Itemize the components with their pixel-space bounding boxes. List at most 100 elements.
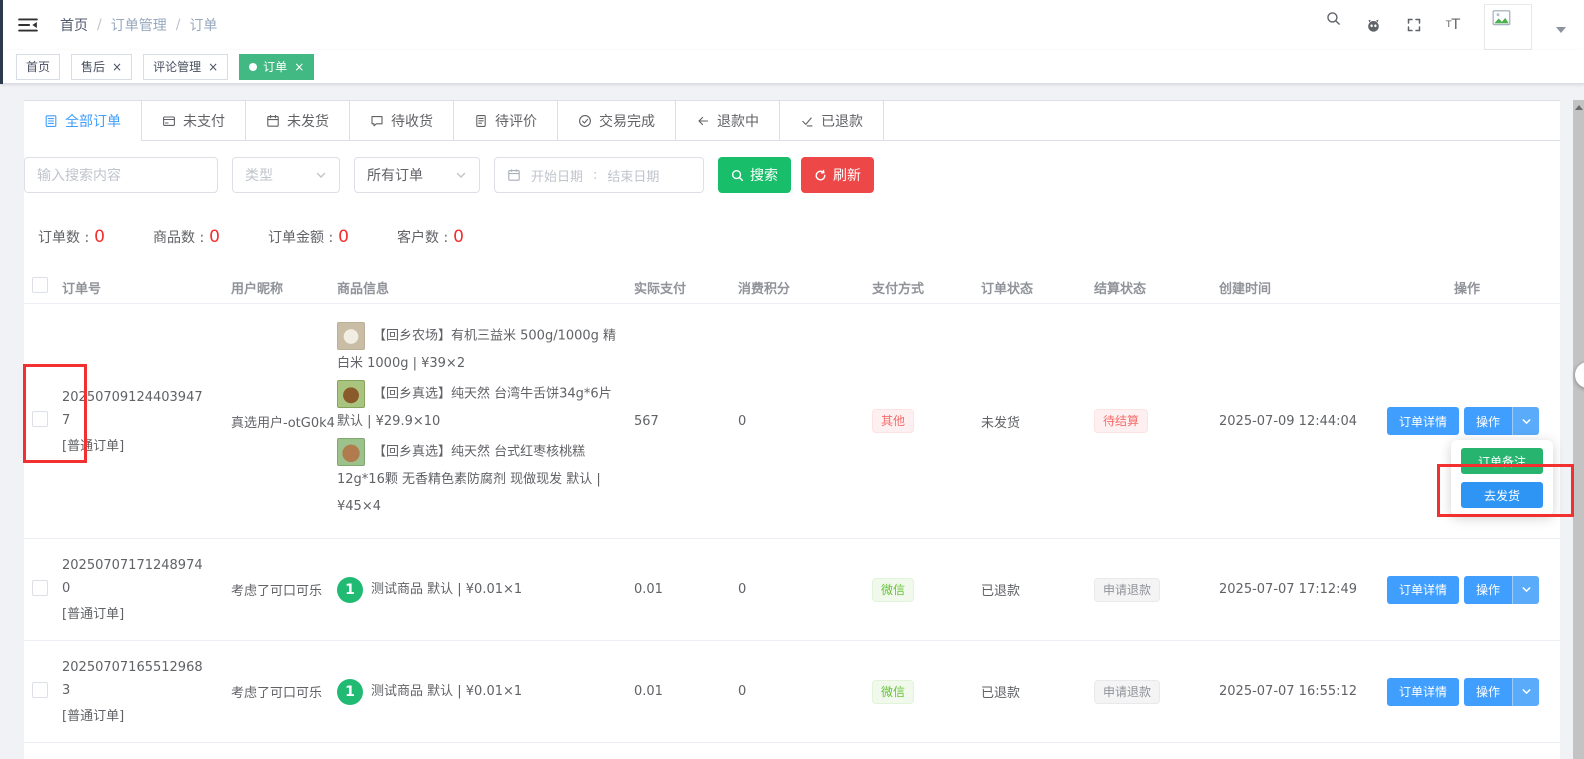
- order-tab-label: 未发货: [287, 113, 329, 130]
- close-icon[interactable]: ×: [208, 59, 219, 74]
- date-range-picker[interactable]: 开始日期 : 结束日期: [494, 157, 704, 193]
- search-icon[interactable]: [1326, 11, 1341, 26]
- table-row-partial: 20250707160840670: [24, 743, 1560, 759]
- breadcrumb-section[interactable]: 订单管理: [110, 18, 167, 34]
- caret-down-icon[interactable]: [1556, 27, 1566, 33]
- product-thumbnail: [337, 438, 365, 466]
- user-nickname: 考虑了可口可乐: [231, 584, 323, 599]
- scrollbar[interactable]: [1573, 100, 1584, 759]
- tag-chip-3[interactable]: 订单 ×: [239, 53, 315, 80]
- row-checkbox-cell: [24, 681, 62, 702]
- search-button[interactable]: 搜索: [718, 157, 791, 193]
- order-tab-5[interactable]: 交易完成: [558, 101, 676, 140]
- chevron-down-icon: [1522, 418, 1530, 424]
- order-tab-7[interactable]: 已退款: [780, 101, 884, 140]
- chat-icon: [370, 114, 384, 128]
- order-tab-label: 未支付: [183, 113, 225, 130]
- date-end-placeholder: 结束日期: [607, 169, 660, 185]
- row-checkbox-cell: [24, 755, 62, 759]
- order-no-cell: 20250707160840670: [62, 755, 231, 759]
- select-all-checkbox[interactable]: [32, 277, 48, 293]
- search-placeholder: 输入搜索内容: [37, 168, 121, 184]
- refresh-button[interactable]: 刷新: [801, 157, 874, 193]
- action-button[interactable]: 操作: [1463, 677, 1512, 706]
- product-thumbnail: [337, 322, 365, 350]
- close-icon[interactable]: ×: [294, 59, 305, 74]
- order-status: 已退款: [981, 686, 1021, 701]
- order-card: 全部订单 未支付 未发货 待收货 待评价 交易完成 退款中 已退款 输入搜索内容 类型 所有订…: [24, 100, 1560, 759]
- order-tab-label: 交易完成: [599, 113, 655, 130]
- row-checkbox[interactable]: [32, 681, 48, 698]
- action-dropdown-toggle[interactable]: [1512, 407, 1539, 435]
- actual-paid: 0.01: [634, 582, 663, 597]
- avatar[interactable]: [1484, 3, 1532, 50]
- breadcrumb-home[interactable]: 首页: [60, 18, 88, 34]
- product-item: 【回乡真选】纯天然 台式红枣核桃糕 12g*16颗 无香精色素防腐剂 现做现发 …: [337, 438, 628, 520]
- created-time: 2025-07-07 17:12:49: [1219, 582, 1358, 597]
- hamburger-icon[interactable]: [18, 17, 38, 33]
- order-tab-4[interactable]: 待评价: [454, 101, 558, 140]
- date-separator: :: [593, 167, 598, 183]
- stat-label: 订单数 :: [38, 230, 90, 246]
- table-row: 202507071712489740 [普通订单] 考虑了可口可乐 1 测试商品 …: [24, 539, 1560, 641]
- order-scope-select[interactable]: 所有订单: [354, 157, 480, 193]
- tag-chip-0[interactable]: 首页: [16, 53, 61, 80]
- order-no-cell: 202507071655129683 [普通订单]: [62, 656, 231, 727]
- product-thumbnail: 1: [337, 576, 363, 603]
- order-no-cell: 202507091244039477 [普通订单]: [62, 386, 231, 457]
- order-tab-3[interactable]: 待收货: [350, 101, 454, 140]
- pay-method-badge: 微信: [872, 679, 915, 704]
- type-select[interactable]: 类型: [232, 157, 340, 193]
- action-split-button: 操作: [1463, 575, 1539, 604]
- order-number: 202507091244039477: [62, 389, 203, 428]
- scrollbar-up-arrow-icon[interactable]: [1574, 105, 1583, 110]
- action-dropdown-toggle[interactable]: [1512, 575, 1539, 604]
- scrollbar-thumb[interactable]: [1575, 362, 1584, 388]
- stat-value: 0: [338, 227, 349, 247]
- order-remark-button[interactable]: 订单备注: [1461, 448, 1543, 474]
- consume-points: 0: [738, 684, 747, 699]
- order-number: 202507071712489740: [62, 558, 203, 596]
- action-button[interactable]: 操作: [1463, 407, 1512, 435]
- row-checkbox[interactable]: [32, 411, 48, 427]
- refresh-icon: [815, 169, 826, 180]
- stat-item-2: 订单金额 :0: [268, 227, 349, 247]
- user-nickname: 考虑了可口可乐: [231, 686, 323, 701]
- column-header-6: 订单状态: [981, 281, 1034, 297]
- row-checkbox[interactable]: [32, 579, 48, 596]
- chevron-down-icon: [1522, 587, 1530, 593]
- search-button-label: 搜索: [750, 168, 778, 184]
- action-cell: 订单详情 操作: [1369, 575, 1560, 604]
- order-tab-0[interactable]: 全部订单: [24, 101, 142, 141]
- go-ship-button[interactable]: 去发货: [1461, 482, 1543, 508]
- close-icon[interactable]: ×: [112, 59, 123, 74]
- settle-status-badge: 待结算: [1094, 409, 1149, 433]
- action-dropdown: 订单备注 去发货: [1451, 440, 1553, 516]
- calendar-icon: [508, 169, 520, 181]
- order-tab-2[interactable]: 未发货: [246, 101, 350, 140]
- action-dropdown-toggle[interactable]: [1512, 677, 1539, 706]
- action-button[interactable]: 操作: [1463, 575, 1512, 604]
- breadcrumb-separator: /: [97, 17, 102, 33]
- tag-chip-1[interactable]: 售后 ×: [71, 53, 133, 80]
- github-icon[interactable]: [1365, 17, 1382, 34]
- order-detail-button[interactable]: 订单详情: [1386, 677, 1459, 706]
- tag-chip-2[interactable]: 评论管理 ×: [143, 53, 229, 80]
- order-tab-1[interactable]: 未支付: [142, 101, 246, 140]
- settle-status-cell: 申请退款: [1094, 679, 1219, 704]
- order-tab-label: 待收货: [391, 113, 433, 130]
- search-input[interactable]: 输入搜索内容: [24, 157, 218, 193]
- order-tab-6[interactable]: 退款中: [676, 101, 780, 140]
- column-header-5: 支付方式: [872, 281, 925, 297]
- stat-item-1: 商品数 :0: [153, 227, 220, 247]
- stat-item-0: 订单数 :0: [38, 227, 105, 247]
- order-detail-button[interactable]: 订单详情: [1386, 575, 1459, 604]
- column-header-7: 结算状态: [1094, 281, 1147, 297]
- row-checkbox-cell: [24, 579, 62, 600]
- order-detail-button[interactable]: 订单详情: [1386, 407, 1459, 435]
- fullscreen-icon[interactable]: [1406, 17, 1422, 33]
- column-header-4: 消费积分: [738, 281, 791, 297]
